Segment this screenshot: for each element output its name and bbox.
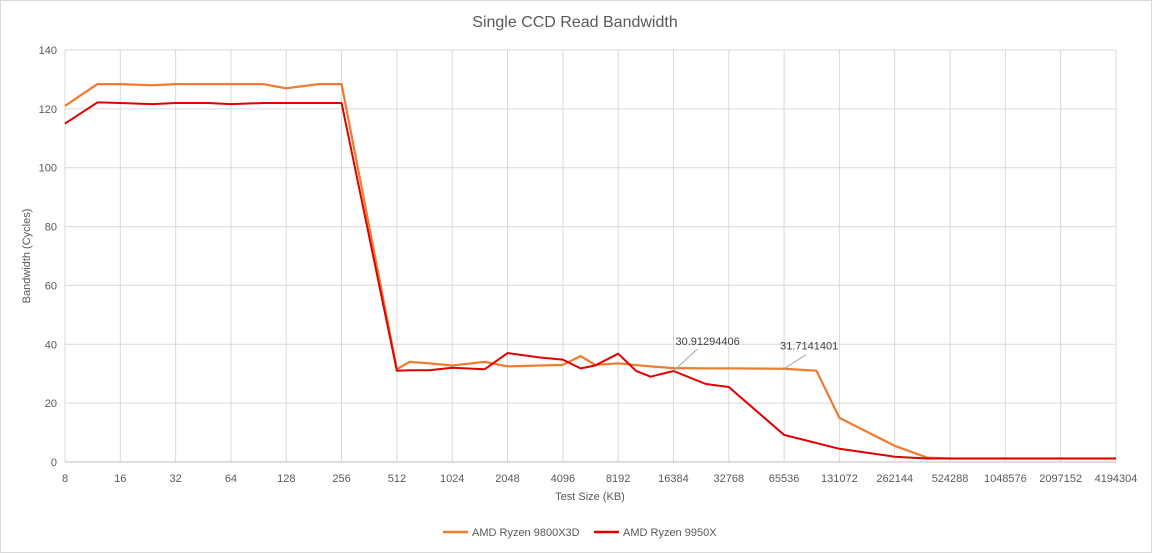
x-tick-label: 32768: [713, 473, 744, 485]
series-line-1: [64, 101, 1116, 460]
legend: AMD Ryzen 9800X3D AMD Ryzen 9950X: [443, 527, 717, 539]
x-tick-label: 8: [62, 473, 68, 485]
x-tick-label: 524288: [932, 473, 969, 485]
y-tick-label: 0: [51, 457, 57, 469]
x-tick-label: 8192: [606, 473, 630, 485]
y-tick-label: 60: [45, 280, 57, 292]
x-tick-label: 2048: [495, 473, 519, 485]
x-tick-label: 1024: [440, 473, 464, 485]
x-tick-label: 32: [170, 473, 182, 485]
x-tick-label: 16384: [658, 473, 689, 485]
y-tick-label: 40: [45, 339, 57, 351]
x-tick-label: 2097152: [1039, 473, 1082, 485]
legend-label-1: AMD Ryzen 9950X: [623, 527, 717, 539]
legend-label-0: AMD Ryzen 9800X3D: [472, 527, 580, 539]
series-lines: [64, 82, 1116, 460]
annotations: 30.91294406 31.7141401: [673, 336, 838, 372]
y-tick-label: 120: [39, 104, 57, 116]
x-axis-label: Test Size (KB): [555, 491, 625, 503]
x-tick-label: 4194304: [1095, 473, 1138, 485]
x-tick-label: 16: [114, 473, 126, 485]
x-tick-label: 128: [277, 473, 295, 485]
x-tick-labels: 8 16 32 64 128 256 512 1024 2048 4096 8192 16384 327…: [62, 473, 1137, 485]
x-tick-label: 64: [225, 473, 237, 485]
annotation-leader: [783, 354, 807, 370]
x-tick-label: 4096: [551, 473, 575, 485]
annotation-leader: [673, 348, 698, 372]
y-tick-label: 20: [45, 398, 57, 410]
y-tick-labels: 0 20 40 60 80 100 120 140: [39, 45, 57, 469]
y-tick-label: 80: [45, 222, 57, 234]
chart-title: Single CCD Read Bandwidth: [472, 14, 677, 31]
x-tick-label: 256: [332, 473, 350, 485]
series-line-0: [64, 82, 1116, 460]
y-tick-label: 100: [39, 163, 57, 175]
annotation-label: 30.91294406: [675, 336, 739, 348]
grid: [64, 49, 1117, 463]
x-tick-label: 65536: [769, 473, 800, 485]
x-tick-label: 262144: [876, 473, 913, 485]
annotation-label: 31.7141401: [780, 341, 838, 353]
y-axis-label: Bandwidth (Cycles): [21, 209, 33, 304]
y-tick-label: 140: [39, 45, 57, 57]
x-tick-label: 131072: [821, 473, 858, 485]
x-tick-label: 512: [388, 473, 406, 485]
x-tick-label: 1048576: [984, 473, 1027, 485]
